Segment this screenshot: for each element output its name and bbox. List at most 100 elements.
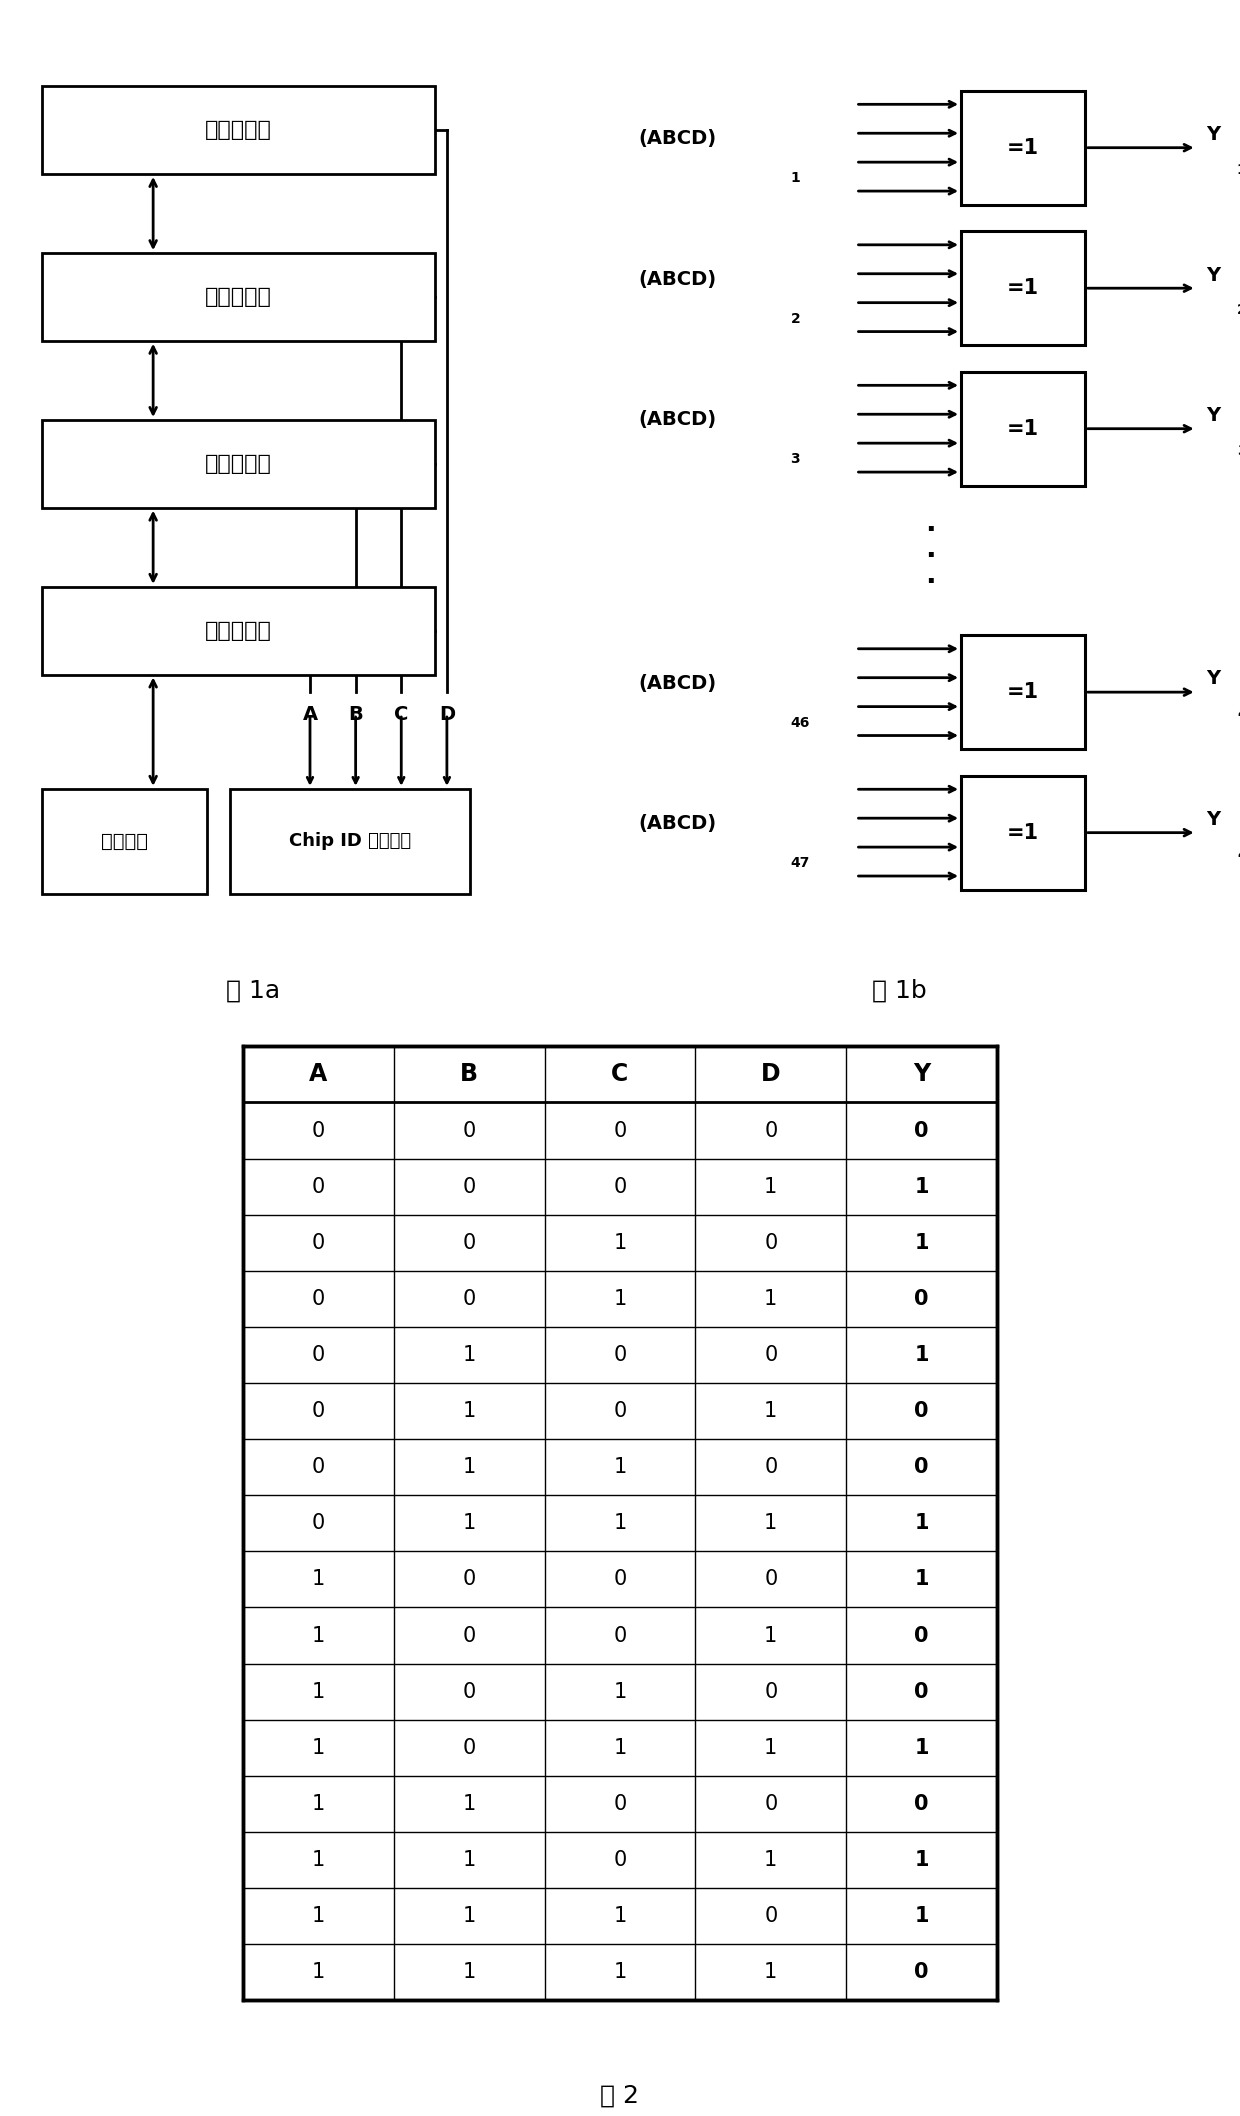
Bar: [42, 419, 435, 508]
Text: 1: 1: [311, 1570, 325, 1589]
Text: 1: 1: [914, 1234, 929, 1253]
Text: 图 2: 图 2: [600, 2082, 640, 2108]
Text: 0: 0: [764, 1234, 777, 1253]
Text: =1: =1: [1007, 823, 1039, 842]
Bar: [42, 586, 435, 675]
Text: 0: 0: [614, 1794, 626, 1813]
Text: 图 1a: 图 1a: [226, 980, 280, 1003]
Text: 0: 0: [914, 1401, 929, 1422]
Text: 1: 1: [463, 1794, 476, 1813]
Text: 1: 1: [311, 1682, 325, 1701]
Text: 1: 1: [463, 1346, 476, 1365]
Text: 0: 0: [914, 1121, 929, 1141]
Text: 1: 1: [311, 1737, 325, 1758]
Text: 第一金属层: 第一金属层: [206, 620, 272, 641]
Text: 1: 1: [764, 1401, 777, 1422]
Text: (ABCD): (ABCD): [639, 271, 717, 290]
Text: 1: 1: [914, 1737, 929, 1758]
Text: 0: 0: [311, 1234, 325, 1253]
Bar: [961, 777, 1085, 889]
Text: 1: 1: [764, 1737, 777, 1758]
Text: 1: 1: [614, 1458, 626, 1477]
Text: D: D: [761, 1062, 781, 1086]
Text: 0: 0: [614, 1401, 626, 1422]
Text: 47: 47: [791, 857, 810, 870]
Text: D: D: [439, 705, 455, 724]
Bar: [961, 372, 1085, 487]
Text: 0: 0: [311, 1401, 325, 1422]
Text: 1: 1: [764, 1625, 777, 1646]
Text: (ABCD): (ABCD): [639, 815, 717, 834]
Text: 46: 46: [791, 715, 810, 730]
Text: A: A: [309, 1062, 327, 1086]
Text: Y: Y: [1205, 406, 1220, 425]
Text: 1: 1: [311, 1849, 325, 1871]
Text: 0: 0: [764, 1794, 777, 1813]
Text: 1: 1: [791, 171, 800, 186]
Text: 0: 0: [764, 1121, 777, 1141]
Text: 1: 1: [764, 1289, 777, 1310]
Text: C: C: [394, 705, 408, 724]
Text: Y: Y: [1205, 810, 1220, 829]
Bar: [42, 87, 435, 174]
Text: C: C: [611, 1062, 629, 1086]
Text: 1: 1: [614, 1962, 626, 1983]
Text: B: B: [460, 1062, 479, 1086]
Text: 3: 3: [791, 453, 800, 466]
Text: 2: 2: [1238, 303, 1240, 317]
Text: 3: 3: [1238, 444, 1240, 457]
Text: 电子器件: 电子器件: [102, 832, 148, 851]
Text: 0: 0: [463, 1737, 476, 1758]
Text: 1: 1: [463, 1513, 476, 1534]
Text: 1: 1: [311, 1907, 325, 1926]
Text: 0: 0: [914, 1794, 929, 1813]
Text: 1: 1: [1238, 163, 1240, 176]
Text: 0: 0: [311, 1458, 325, 1477]
Text: 0: 0: [614, 1625, 626, 1646]
Bar: [961, 231, 1085, 345]
Text: 0: 0: [764, 1458, 777, 1477]
Text: =1: =1: [1007, 277, 1039, 298]
Text: 0: 0: [614, 1570, 626, 1589]
Text: 47: 47: [1238, 849, 1240, 861]
Text: 1: 1: [614, 1234, 626, 1253]
Text: 0: 0: [614, 1176, 626, 1198]
Text: 1: 1: [764, 1513, 777, 1534]
Text: 1: 1: [463, 1849, 476, 1871]
Bar: [231, 789, 470, 895]
Text: 1: 1: [914, 1346, 929, 1365]
Text: Y: Y: [1205, 669, 1220, 688]
Text: 1: 1: [614, 1907, 626, 1926]
Text: ·: ·: [925, 569, 935, 597]
Text: 1: 1: [764, 1176, 777, 1198]
Text: 2: 2: [791, 311, 800, 326]
Text: 0: 0: [614, 1121, 626, 1141]
Text: ·: ·: [925, 542, 935, 569]
Text: ·: ·: [925, 516, 935, 544]
Bar: [42, 789, 207, 895]
Text: 0: 0: [764, 1682, 777, 1701]
Text: 1: 1: [914, 1570, 929, 1589]
Text: 0: 0: [914, 1458, 929, 1477]
Text: =1: =1: [1007, 419, 1039, 438]
Text: 0: 0: [311, 1346, 325, 1365]
Text: 0: 0: [463, 1289, 476, 1310]
Text: 1: 1: [311, 1962, 325, 1983]
Text: 0: 0: [463, 1121, 476, 1141]
Text: Y: Y: [1205, 125, 1220, 144]
Text: 1: 1: [614, 1513, 626, 1534]
Bar: [243, 1047, 997, 2000]
Text: 1: 1: [614, 1289, 626, 1310]
Bar: [961, 91, 1085, 205]
Text: 0: 0: [914, 1625, 929, 1646]
Text: 1: 1: [463, 1962, 476, 1983]
Text: 0: 0: [614, 1849, 626, 1871]
Bar: [42, 254, 435, 341]
Text: (ABCD): (ABCD): [639, 673, 717, 692]
Text: 0: 0: [463, 1176, 476, 1198]
Text: 0: 0: [914, 1682, 929, 1701]
Text: =1: =1: [1007, 681, 1039, 703]
Text: 1: 1: [463, 1907, 476, 1926]
Text: 0: 0: [311, 1121, 325, 1141]
Text: 0: 0: [764, 1346, 777, 1365]
